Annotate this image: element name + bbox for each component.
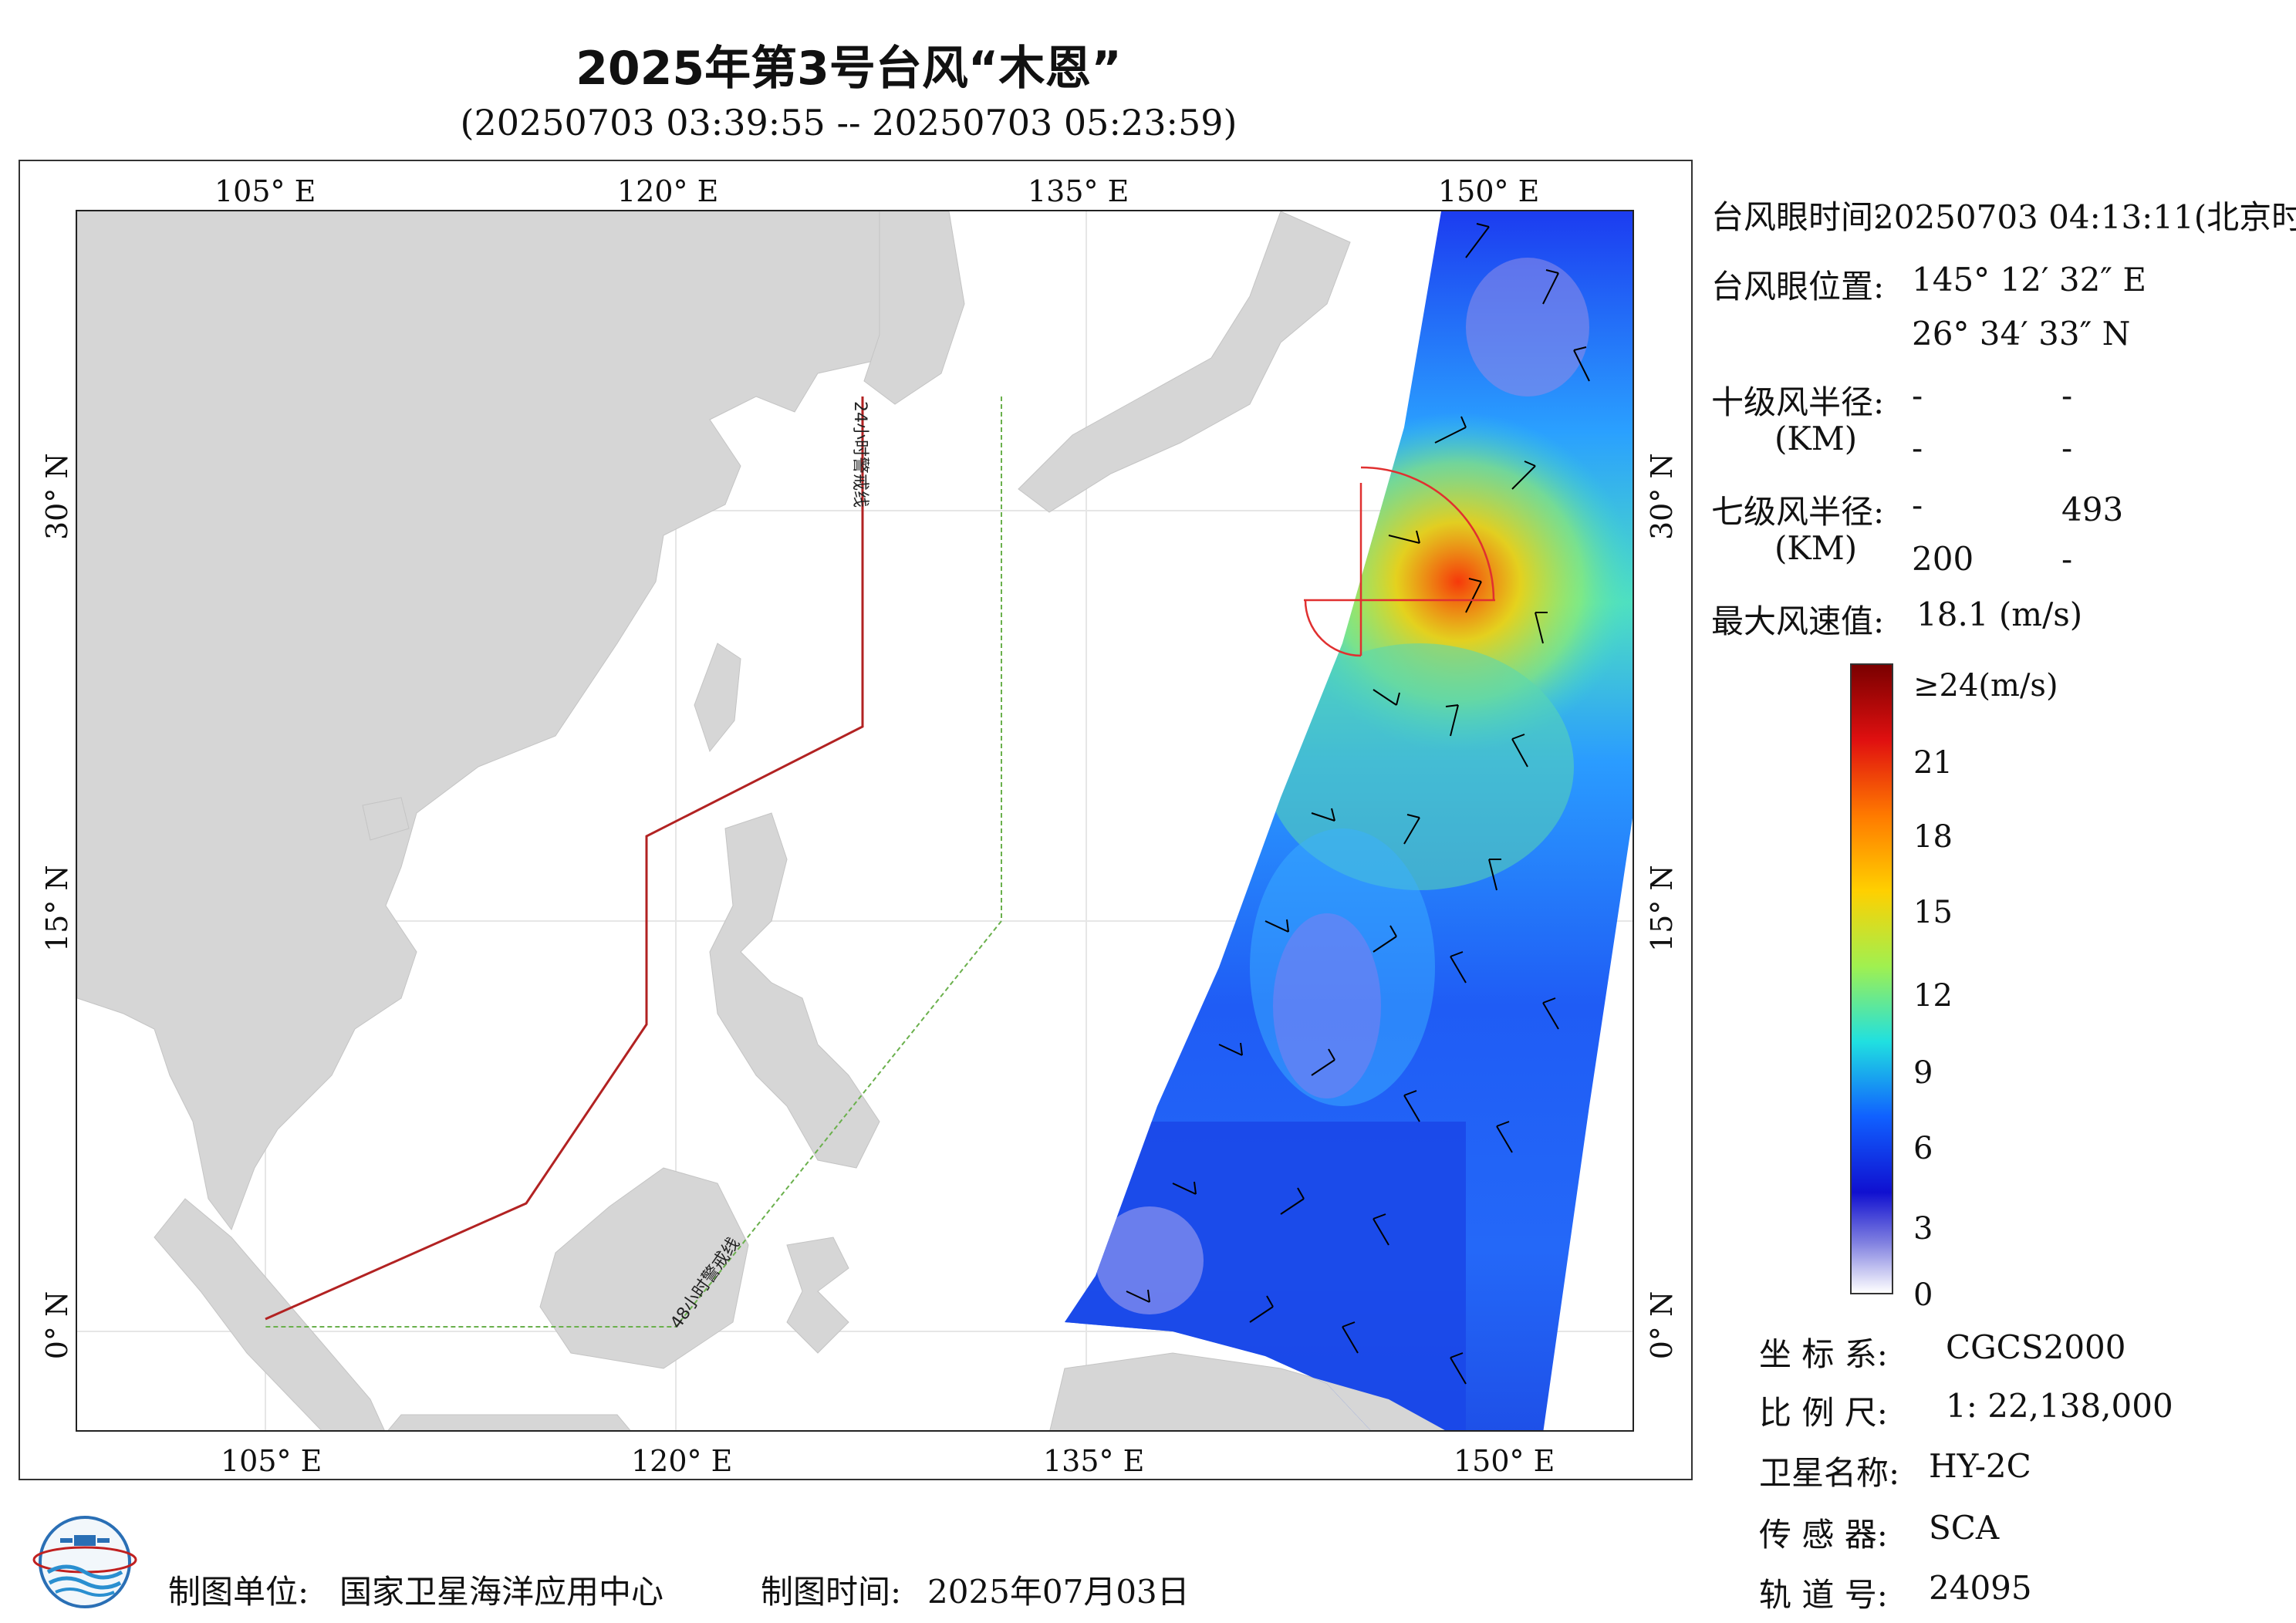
lon-tick-top-135: 135° E — [1028, 174, 1129, 208]
r7-value-3: 200 — [1912, 540, 1974, 578]
producer-label: 制图单位: — [168, 1573, 309, 1611]
colorbar-label-12: 12 — [1913, 978, 1953, 1014]
crs-label: 坐 标 系: — [1759, 1335, 1888, 1373]
wind-swath — [1065, 211, 1633, 1430]
warning-line-48h — [265, 396, 1002, 1328]
eye-time-label: 台风眼时间: — [1711, 198, 1885, 236]
wind-radius-7 — [1304, 466, 1495, 657]
r10-value-1: - — [1912, 376, 1923, 414]
colorbar-label-18: 18 — [1913, 819, 1953, 855]
crs-value: CGCS2000 — [1946, 1328, 2126, 1366]
producer-value: 国家卫星海洋应用中心 — [339, 1573, 664, 1611]
max-wind-label: 最大风速值: — [1711, 602, 1885, 640]
orbit-value: 24095 — [1929, 1569, 2032, 1607]
r7-label: 七级风半径: — [1711, 493, 1885, 531]
sensor-label: 传 感 器: — [1759, 1516, 1888, 1554]
orbit-label: 轨 道 号: — [1759, 1576, 1888, 1614]
satellite-label: 卫星名称: — [1759, 1454, 1900, 1492]
eye-time-value: 20250703 04:13:11(北京时) — [1873, 198, 2296, 236]
map-title: 2025年第3号台风“木恩” — [576, 42, 1122, 96]
lon-tick-top-105: 105° E — [214, 174, 316, 208]
r7-value-1: - — [1912, 486, 1923, 524]
lat-tick-left-30: 30° N — [40, 453, 74, 540]
colorbar-label-0: 0 — [1913, 1277, 1933, 1313]
scale-value: 1: 22,138,000 — [1946, 1387, 2173, 1425]
lat-tick-right-0: 0° N — [1645, 1291, 1679, 1360]
lon-tick-top-150: 150° E — [1438, 174, 1540, 208]
colorbar — [1850, 663, 1893, 1294]
map-canvas[interactable]: 24小时警戒线 48小时警戒线 — [76, 210, 1634, 1432]
r7-value-4: - — [2061, 540, 2073, 578]
r7-unit: (KM) — [1774, 529, 1858, 567]
lon-tick-top-120: 120° E — [617, 174, 719, 208]
colorbar-label-15: 15 — [1913, 895, 1953, 930]
colorbar-label-3: 3 — [1913, 1211, 1933, 1247]
sensor-value: SCA — [1929, 1509, 2000, 1547]
colorbar-label-6: 6 — [1913, 1131, 1933, 1166]
r10-value-4: - — [2061, 429, 2073, 467]
lon-tick-bottom-105: 105° E — [221, 1444, 322, 1478]
eye-longitude: 145° 12′ 32″ E — [1912, 261, 2146, 299]
max-wind-value: 18.1 (m/s) — [1916, 596, 2083, 633]
map-frame — [19, 160, 1693, 1480]
time-range: (20250703 03:39:55 -- 20250703 05:23:59) — [460, 102, 1237, 143]
colorbar-label-21: 21 — [1913, 745, 1953, 781]
lat-tick-right-30: 30° N — [1645, 453, 1679, 540]
date-label: 制图时间: — [761, 1573, 902, 1611]
colorbar-label-24: ≥24(m/s) — [1913, 668, 2058, 704]
nsoas-logo-icon — [31, 1512, 139, 1612]
lat-tick-right-15: 15° N — [1645, 865, 1679, 952]
scale-label: 比 例 尺: — [1759, 1394, 1888, 1432]
colorbar-label-9: 9 — [1913, 1055, 1933, 1091]
lon-tick-bottom-150: 150° E — [1454, 1444, 1555, 1478]
eye-position-label: 台风眼位置: — [1711, 268, 1885, 305]
eye-latitude: 26° 34′ 33″ N — [1912, 315, 2131, 353]
r10-unit: (KM) — [1774, 420, 1858, 457]
r10-value-3: - — [1912, 429, 1923, 467]
lat-tick-left-15: 15° N — [40, 865, 74, 952]
lon-tick-bottom-135: 135° E — [1043, 1444, 1145, 1478]
satellite-value: HY-2C — [1929, 1447, 2031, 1485]
r7-value-2: 493 — [2061, 491, 2124, 528]
lon-tick-bottom-120: 120° E — [631, 1444, 733, 1478]
warning-line-24h — [265, 396, 864, 1321]
date-value: 2025年07月03日 — [927, 1573, 1190, 1611]
land — [77, 211, 1446, 1430]
warning-line-24h-label: 24小时警戒线 — [850, 401, 869, 508]
lat-tick-left-0: 0° N — [40, 1291, 74, 1360]
r10-value-2: - — [2061, 376, 2073, 414]
r10-label: 十级风半径: — [1711, 383, 1885, 421]
